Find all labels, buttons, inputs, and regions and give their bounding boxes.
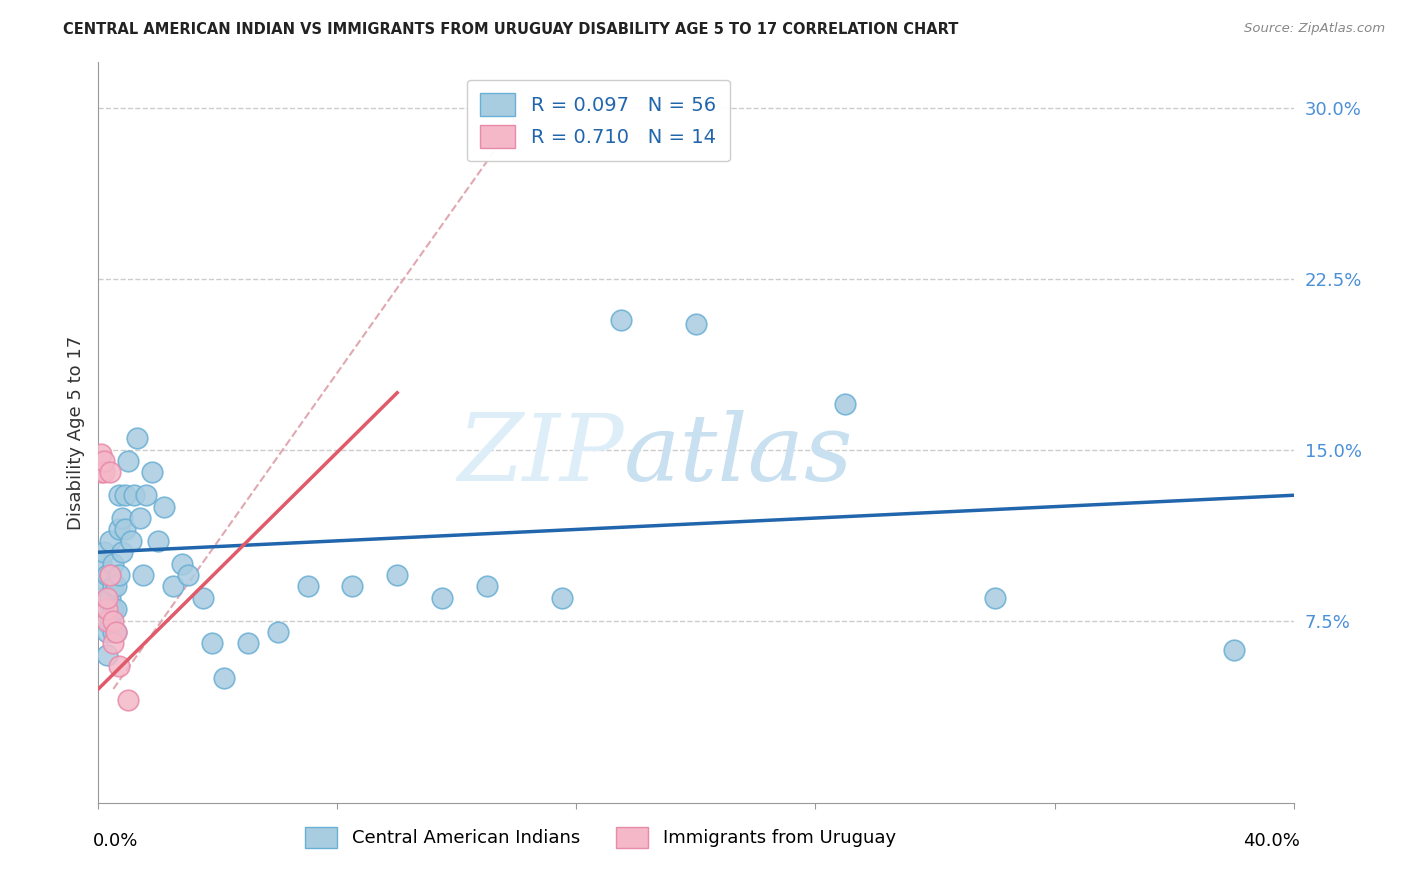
Point <box>834 397 856 411</box>
Text: 40.0%: 40.0% <box>1243 832 1299 850</box>
Point <box>93 454 115 468</box>
Point <box>96 614 118 628</box>
Point <box>90 466 112 480</box>
Point <box>111 545 134 559</box>
Point <box>103 614 125 628</box>
Point <box>141 466 163 480</box>
Legend: Central American Indians, Immigrants from Uruguay: Central American Indians, Immigrants fro… <box>292 814 908 861</box>
Point <box>114 523 136 537</box>
Point <box>120 533 142 548</box>
Point <box>475 579 498 593</box>
Text: 0.0%: 0.0% <box>93 832 138 850</box>
Point <box>148 533 170 548</box>
Text: ZIP: ZIP <box>457 409 624 500</box>
Point <box>103 602 125 616</box>
Point <box>90 591 112 605</box>
Point <box>105 624 128 639</box>
Point <box>153 500 176 514</box>
Point <box>108 488 131 502</box>
Point <box>177 568 200 582</box>
Y-axis label: Disability Age 5 to 17: Disability Age 5 to 17 <box>66 335 84 530</box>
Point <box>105 602 128 616</box>
Point <box>105 624 128 639</box>
Point <box>342 579 364 593</box>
Point <box>98 591 122 605</box>
Point <box>108 568 131 582</box>
Point <box>98 466 122 480</box>
Point <box>550 591 572 605</box>
Point <box>105 579 128 593</box>
Point <box>267 624 290 639</box>
Point <box>172 557 194 571</box>
Text: atlas: atlas <box>624 409 853 500</box>
Point <box>98 614 122 628</box>
Text: CENTRAL AMERICAN INDIAN VS IMMIGRANTS FROM URUGUAY DISABILITY AGE 5 TO 17 CORREL: CENTRAL AMERICAN INDIAN VS IMMIGRANTS FR… <box>63 22 959 37</box>
Point <box>90 447 112 461</box>
Point <box>98 568 122 582</box>
Point <box>103 579 125 593</box>
Point <box>93 579 115 593</box>
Point <box>191 591 214 605</box>
Point <box>108 659 131 673</box>
Point <box>96 624 118 639</box>
Point <box>96 602 118 616</box>
Point <box>1223 643 1246 657</box>
Point <box>385 568 409 582</box>
Point <box>129 511 152 525</box>
Point <box>117 454 139 468</box>
Point <box>201 636 224 650</box>
Point <box>111 511 134 525</box>
Point <box>127 431 149 445</box>
Point <box>430 591 453 605</box>
Point <box>132 568 155 582</box>
Point <box>685 318 707 332</box>
Point <box>93 614 115 628</box>
Point <box>162 579 184 593</box>
Point <box>93 466 115 480</box>
Point <box>610 313 633 327</box>
Point <box>124 488 146 502</box>
Point <box>984 591 1007 605</box>
Point <box>236 636 259 650</box>
Point <box>96 591 118 605</box>
Point <box>103 636 125 650</box>
Point <box>108 523 131 537</box>
Point <box>297 579 319 593</box>
Point <box>212 671 235 685</box>
Point <box>103 557 125 571</box>
Point <box>90 557 112 571</box>
Point <box>114 488 136 502</box>
Point <box>96 602 118 616</box>
Text: Source: ZipAtlas.com: Source: ZipAtlas.com <box>1244 22 1385 36</box>
Point <box>98 533 122 548</box>
Point <box>93 545 115 559</box>
Point <box>117 693 139 707</box>
Point <box>96 568 118 582</box>
Point <box>103 624 125 639</box>
Point <box>98 568 122 582</box>
Point <box>135 488 157 502</box>
Point <box>96 648 118 662</box>
